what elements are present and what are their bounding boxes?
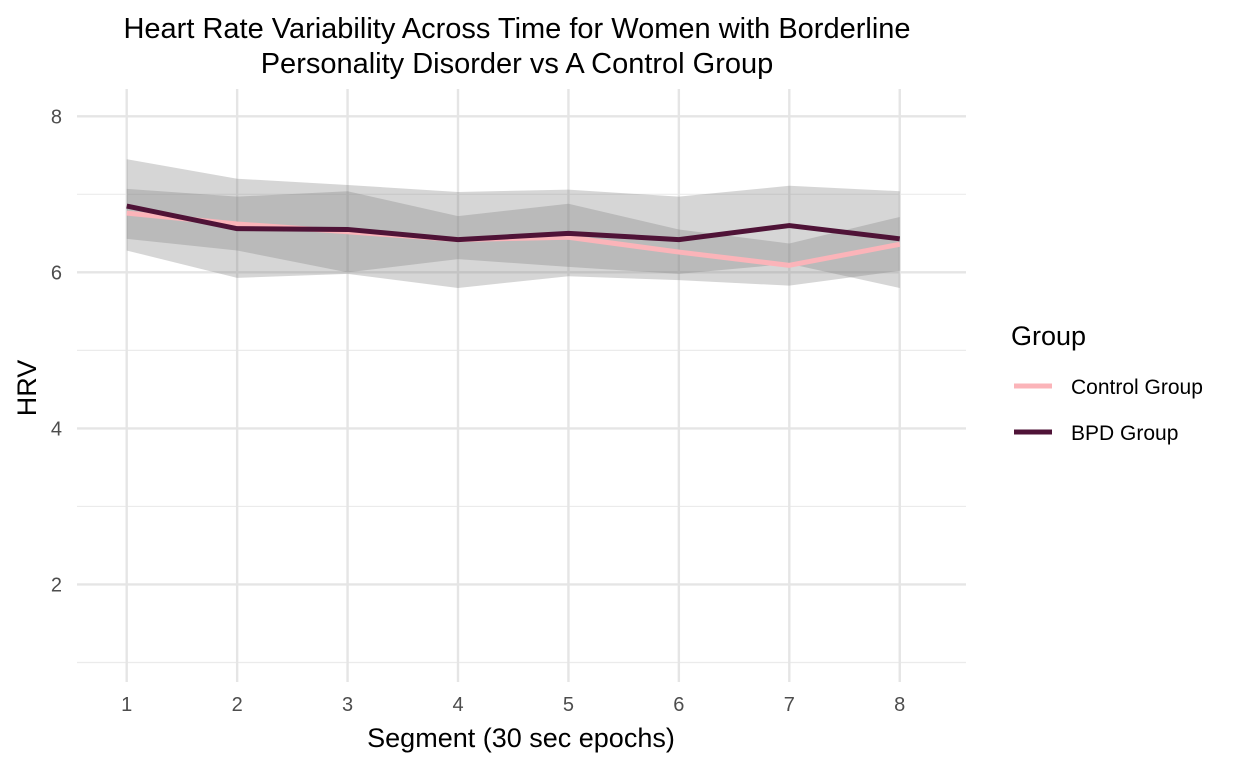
x-tick-label: 8	[894, 694, 905, 716]
legend-label-control-group: Control Group	[1071, 376, 1203, 399]
tick-label-layer: 2 4 6 8 1 2 3 4 5 6 7 8	[51, 106, 905, 716]
x-tick-label: 3	[342, 694, 353, 716]
x-tick-label: 7	[784, 694, 795, 716]
y-axis-title: HRV	[12, 360, 42, 417]
x-tick-label: 4	[452, 694, 463, 716]
x-tick-label: 5	[563, 694, 574, 716]
chart-title-line-2: Personality Disorder vs A Control Group	[261, 48, 774, 80]
x-tick-label: 2	[232, 694, 243, 716]
legend: Group Control Group BPD Group	[1011, 321, 1203, 445]
legend-label-bpd-group: BPD Group	[1071, 422, 1178, 445]
x-tick-label: 6	[673, 694, 684, 716]
legend-title: Group	[1011, 321, 1086, 351]
y-tick-label: 6	[51, 262, 62, 284]
y-tick-label: 4	[51, 418, 62, 440]
chart-title-line-1: Heart Rate Variability Across Time for W…	[123, 13, 910, 45]
y-tick-label: 8	[51, 106, 62, 128]
grid-layer	[77, 89, 966, 682]
line-layer	[126, 203, 901, 268]
y-tick-label: 2	[51, 574, 62, 596]
x-axis-title: Segment (30 sec epochs)	[367, 723, 675, 753]
series-line-bpd-group	[126, 203, 901, 243]
x-tick-label: 1	[121, 694, 132, 716]
